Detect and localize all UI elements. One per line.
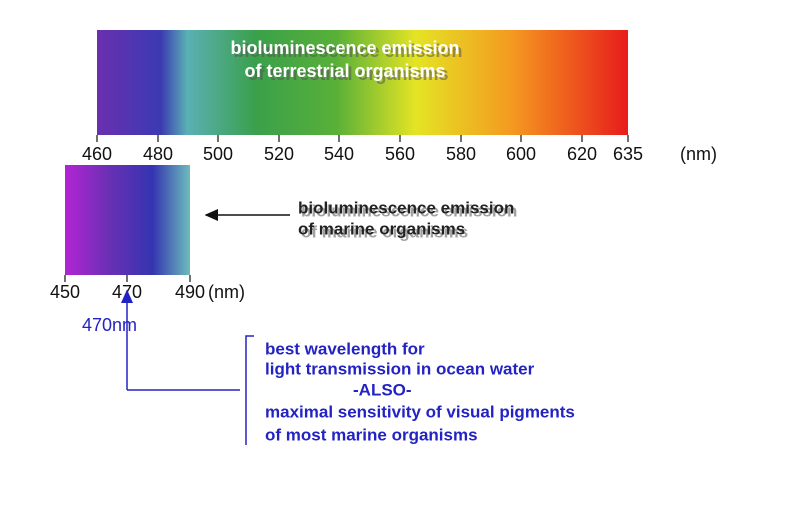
tick-label: 450: [50, 282, 80, 302]
marine-label-shadow: bioluminescence emission: [301, 201, 517, 220]
marine-label: of marine organisms: [298, 219, 465, 238]
unit-label: (nm): [208, 282, 245, 302]
tick-label: 635: [613, 144, 643, 164]
note-line: of most marine organisms: [265, 425, 478, 444]
note-line: light transmission in ocean water: [265, 359, 535, 378]
tick-label: 540: [324, 144, 354, 164]
tick-label: 500: [203, 144, 233, 164]
bracket: [245, 335, 254, 445]
marine-label-shadow: of marine organisms: [301, 222, 468, 241]
spectrum-label-shadow: bioluminescence emission: [233, 41, 462, 61]
spectrum-label: bioluminescence emission: [230, 38, 459, 58]
note-line: best wavelength for: [265, 339, 425, 358]
tick-label: 490: [175, 282, 205, 302]
tick-label: 480: [143, 144, 173, 164]
spectrum-label: of terrestrial organisms: [244, 61, 445, 81]
unit-label: (nm): [680, 144, 717, 164]
tick-label: 580: [446, 144, 476, 164]
terrestrial-spectrum: [97, 30, 628, 135]
top-axis: 460 480 500 520 540 560 580 600 620 635: [82, 135, 643, 164]
tick-label: 620: [567, 144, 597, 164]
tick-label: 600: [506, 144, 536, 164]
note-line: -ALSO-: [353, 380, 412, 399]
tick-label: 520: [264, 144, 294, 164]
marine-spectrum: [65, 165, 190, 275]
marker-label: 470nm: [82, 315, 137, 335]
tick-label: 460: [82, 144, 112, 164]
tick-label: 560: [385, 144, 415, 164]
spectrum-label-shadow: of terrestrial organisms: [247, 64, 448, 84]
note-line: maximal sensitivity of visual pigments: [265, 402, 575, 421]
marine-label: bioluminescence emission: [298, 198, 514, 217]
